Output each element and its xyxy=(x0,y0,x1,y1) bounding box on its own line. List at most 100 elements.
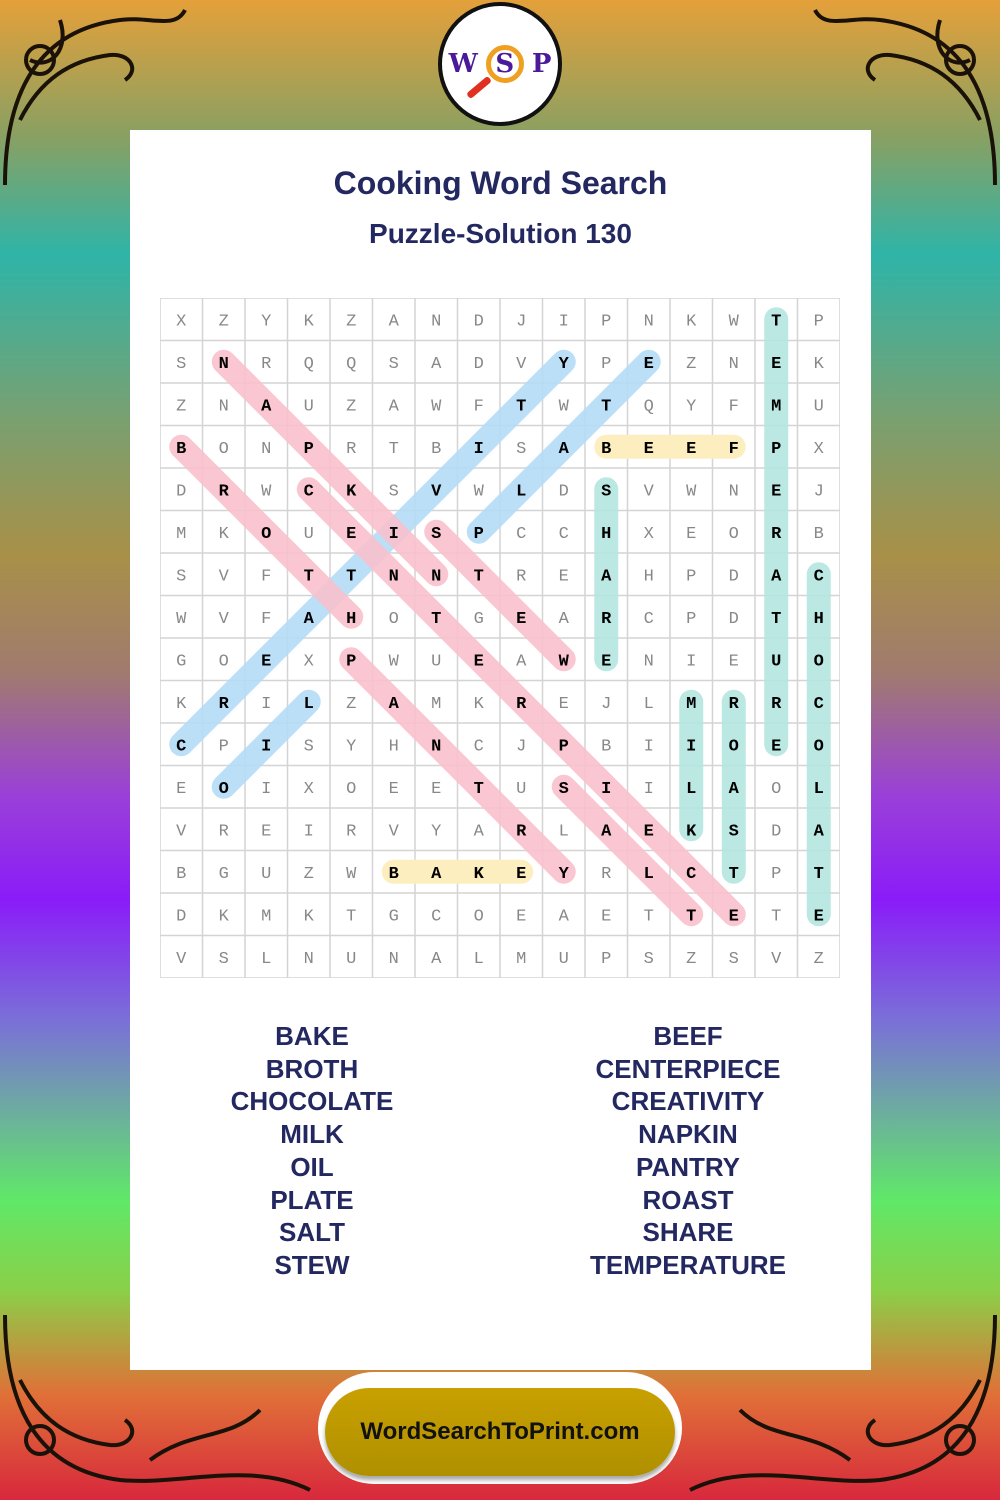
grid-letter: U xyxy=(814,397,824,416)
grid-letter: O xyxy=(389,610,399,629)
grid-letter: T xyxy=(474,567,484,586)
grid-letter: E xyxy=(516,907,526,926)
grid-letter: P xyxy=(219,737,229,756)
grid-letter: P xyxy=(814,312,824,331)
grid-letter: O xyxy=(261,525,271,544)
grid-letter: I xyxy=(304,822,314,841)
grid-letter: W xyxy=(261,482,272,501)
grid-letter: U xyxy=(516,780,526,799)
grid-letter: R xyxy=(346,440,356,459)
logo-letter-w: W xyxy=(448,49,478,79)
grid-letter: W xyxy=(686,482,697,501)
grid-letter: L xyxy=(559,822,569,841)
grid-letter: Y xyxy=(261,312,271,331)
grid-letter: C xyxy=(431,907,441,926)
grid-letter: A xyxy=(559,610,570,629)
word-list-item: STEW xyxy=(274,1249,350,1280)
grid-letter: A xyxy=(389,397,400,416)
grid-letter: T xyxy=(431,610,441,629)
grid-letter: R xyxy=(516,822,527,841)
logo[interactable]: W S P xyxy=(438,2,562,126)
grid-letter: V xyxy=(771,950,782,969)
grid-letter: S xyxy=(559,780,569,799)
grid-letter: T xyxy=(304,567,314,586)
grid-letter: I xyxy=(644,737,654,756)
grid-letter: F xyxy=(261,610,271,629)
grid-letter: D xyxy=(771,822,781,841)
grid-letter: U xyxy=(304,397,314,416)
grid-letter: T xyxy=(346,907,356,926)
grid-letter: X xyxy=(814,440,824,459)
grid-letter: B xyxy=(601,440,611,459)
grid-letter: D xyxy=(729,610,739,629)
word-list-item: BEEF xyxy=(653,1021,723,1051)
word-list-item: CHOCOLATE xyxy=(230,1086,394,1117)
website-link-button[interactable]: WordSearchToPrint.com xyxy=(325,1388,675,1476)
solution-highlight-oil xyxy=(211,689,321,799)
grid-letter: C xyxy=(474,737,484,756)
grid-letter: U xyxy=(771,652,781,671)
grid-letter: W xyxy=(346,865,357,884)
grid-letter: S xyxy=(644,950,654,969)
grid-letter: E xyxy=(559,567,569,586)
grid-letter: C xyxy=(516,525,526,544)
grid-letter: H xyxy=(346,610,356,629)
grid-letter: A xyxy=(431,950,442,969)
grid-letter: R xyxy=(219,695,230,714)
grid-letter: R xyxy=(261,355,271,374)
grid-letter: P xyxy=(686,567,696,586)
grid-letter: T xyxy=(771,610,781,629)
grid-letter: M xyxy=(771,397,781,416)
grid-letter: B xyxy=(176,865,186,884)
grid-letter: S xyxy=(516,440,526,459)
grid-letter: I xyxy=(474,440,484,459)
grid-letter: D xyxy=(474,312,484,331)
grid-letter: B xyxy=(431,440,441,459)
grid-letter: A xyxy=(431,355,442,374)
grid-letter: A xyxy=(601,822,612,841)
grid-letter: M xyxy=(516,950,526,969)
solution-highlight-broth xyxy=(169,434,364,629)
grid-letter: S xyxy=(304,737,314,756)
word-list-item: SALT xyxy=(279,1217,345,1248)
grid-letter: T xyxy=(644,907,654,926)
grid-letter: S xyxy=(729,950,739,969)
grid-letter: Z xyxy=(176,397,186,416)
grid-letter: C xyxy=(644,610,654,629)
grid-letter: Z xyxy=(346,695,356,714)
grid-letter: E xyxy=(729,652,739,671)
word-list-item: NAPKIN xyxy=(638,1119,738,1150)
grid-letter: O xyxy=(729,525,739,544)
grid-letter: W xyxy=(389,652,400,671)
grid-letter: E xyxy=(176,780,186,799)
grid-letter: V xyxy=(516,355,527,374)
grid-letter: X xyxy=(644,525,654,544)
ornament-top-left xyxy=(3,8,187,186)
grid-letter: T xyxy=(516,397,526,416)
grid-letter: L xyxy=(304,695,314,714)
grid-letter: E xyxy=(516,610,526,629)
grid-letter: H xyxy=(814,610,824,629)
word-list-item: SHARE xyxy=(642,1217,734,1248)
solution-highlight-plate xyxy=(466,349,661,544)
grid-letter: A xyxy=(559,907,570,926)
grid-letter: B xyxy=(389,865,399,884)
word-list-item: PLATE xyxy=(270,1184,354,1215)
grid-letter: M xyxy=(431,695,441,714)
grid-letter: V xyxy=(219,567,230,586)
grid-letter: K xyxy=(474,865,485,884)
word-list-item: PANTRY xyxy=(636,1151,740,1182)
grid-letter: I xyxy=(686,737,696,756)
grid-letter: K xyxy=(176,695,187,714)
grid-letter: E xyxy=(474,652,484,671)
grid-letter: K xyxy=(304,312,315,331)
ornament-top-right xyxy=(813,8,997,186)
grid-letter: O xyxy=(346,780,356,799)
grid-letter: E xyxy=(729,907,739,926)
solution-highlight-pantry xyxy=(339,647,576,884)
grid-letter: R xyxy=(729,695,740,714)
grid-letter: C xyxy=(686,865,696,884)
grid-letter: R xyxy=(219,822,229,841)
grid-letter: O xyxy=(814,737,824,756)
grid-letter: C xyxy=(176,737,186,756)
